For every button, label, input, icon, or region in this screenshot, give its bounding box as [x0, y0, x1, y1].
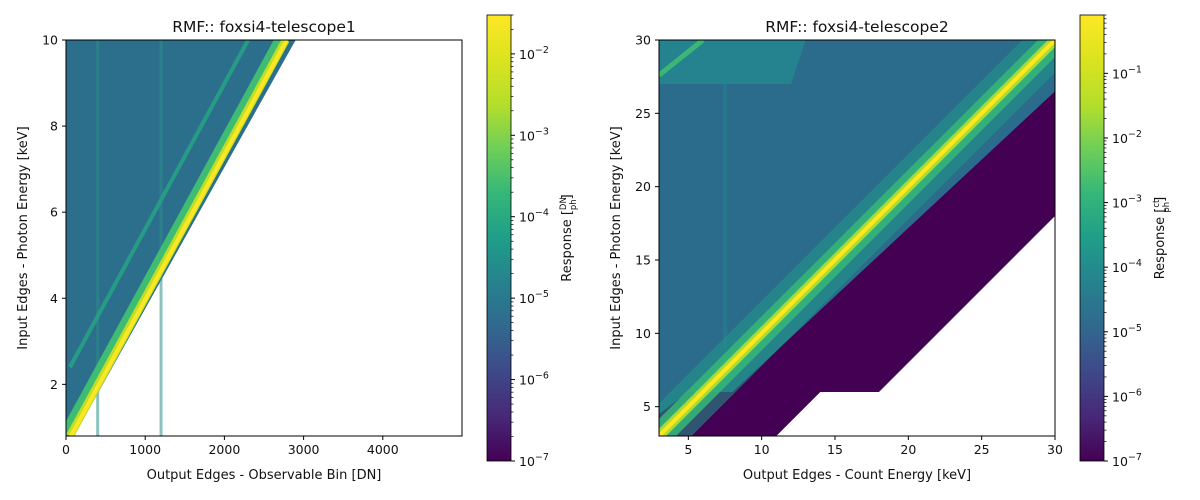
- plot-frame-2: [658, 39, 1056, 437]
- x-ticks-2: 5 10 15 20 25 30: [684, 436, 1063, 457]
- x-tick-label: 10: [754, 442, 770, 457]
- x-tick-label: 0: [62, 442, 70, 457]
- panel-telescope2: RMF:: foxsi4-telescope2 5 10 15 20 25 30 5101…: [609, 14, 1172, 483]
- y-axis-label-2: Input Edges - Photon Energy [keV]: [609, 126, 624, 349]
- colorbar-tick-label: 10−5: [1112, 323, 1142, 340]
- x-tick-label: 1000: [129, 442, 161, 457]
- colorbar-tick-label: 10−6: [1112, 387, 1142, 404]
- plot-frame-1: [65, 39, 463, 437]
- colorbar-gradient: [1079, 14, 1105, 462]
- y-tick-label: 8: [50, 119, 58, 134]
- x-ticks-1: 0 1000 2000 3000 4000: [62, 436, 399, 457]
- colorbar-label: Response [DNph]: [559, 194, 579, 281]
- colorbar-tick-label: 10−5: [519, 289, 549, 306]
- y-tick-label: 10: [42, 33, 58, 48]
- y-tick-label: 4: [50, 291, 58, 306]
- y-ticks-1: 2 4 6 8 10: [42, 33, 66, 392]
- chart-title-1: RMF:: foxsi4-telescope1: [172, 18, 355, 36]
- colorbar-tick-label: 10−2: [519, 45, 549, 62]
- x-axis-label-2: Output Edges - Count Energy [keV]: [743, 468, 971, 483]
- secondary-response-line-2: [659, 40, 705, 78]
- colorbar-tick-label: 10−2: [1112, 129, 1142, 146]
- x-tick-label: 25: [974, 442, 990, 457]
- y-tick-label: 20: [635, 179, 651, 194]
- colorbar-tick-label: 10−1: [1112, 64, 1142, 81]
- vertical-streak-2: [723, 84, 727, 348]
- x-tick-label: 2000: [208, 442, 240, 457]
- y-ticks-2: 5 10 15 20 25 30: [635, 33, 659, 414]
- x-tick-label: 15: [827, 442, 843, 457]
- colorbar-gradient: [486, 14, 512, 462]
- main-diagonal-peak-1: [69, 40, 289, 436]
- colorbar-tick-label: 10−4: [519, 208, 549, 225]
- colorbar-2: 10−7 10−6 10−5 10−4 10−3 10−2 10−1 Response [ct…: [1079, 14, 1172, 469]
- x-tick-label: 4000: [367, 442, 399, 457]
- x-tick-label: 3000: [288, 442, 320, 457]
- y-axis-label-1: Input Edges - Photon Energy [keV]: [16, 126, 31, 349]
- main-diagonal-peak-2: [659, 40, 1055, 436]
- secondary-response-line-1: [68, 40, 250, 369]
- colorbar-label: Response [ctph]: [1152, 197, 1172, 280]
- vertical-streak-2: [159, 40, 163, 436]
- colorbar-tick-label: 10−6: [519, 371, 549, 388]
- colorbar-tick-label: 10−7: [519, 452, 549, 469]
- upper-band-region-2: [659, 40, 806, 84]
- colorbar-tick-label: 10−3: [1112, 194, 1142, 211]
- panel-telescope1: RMF:: foxsi4-telescope1 0 1000 2000 3000 400…: [16, 14, 579, 483]
- y-tick-label: 6: [50, 205, 58, 220]
- x-tick-label: 20: [900, 442, 916, 457]
- y-tick-label: 2: [50, 377, 58, 392]
- x-tick-label: 30: [1047, 442, 1063, 457]
- y-tick-label: 15: [635, 253, 651, 268]
- y-tick-label: 30: [635, 33, 651, 48]
- y-tick-label: 25: [635, 106, 651, 121]
- chart-title-2: RMF:: foxsi4-telescope2: [765, 18, 948, 36]
- heatmap-1: [65, 39, 463, 437]
- x-tick-label: 5: [684, 442, 692, 457]
- colorbar-tick-label: 10−3: [519, 126, 549, 143]
- colorbar-tick-label: 10−4: [1112, 258, 1142, 275]
- colorbar-1: 10−7 10−6 10−5 10−4 10−3 10−2 Response [DNph]: [486, 14, 579, 469]
- heatmap-2: [658, 39, 1056, 437]
- y-tick-label: 5: [643, 399, 651, 414]
- y-tick-label: 10: [635, 326, 651, 341]
- vertical-streak-1: [96, 40, 100, 436]
- empty-region-2: [776, 216, 1055, 436]
- colorbar-tick-label: 10−7: [1112, 452, 1142, 469]
- x-axis-label-1: Output Edges - Observable Bin [DN]: [147, 468, 382, 483]
